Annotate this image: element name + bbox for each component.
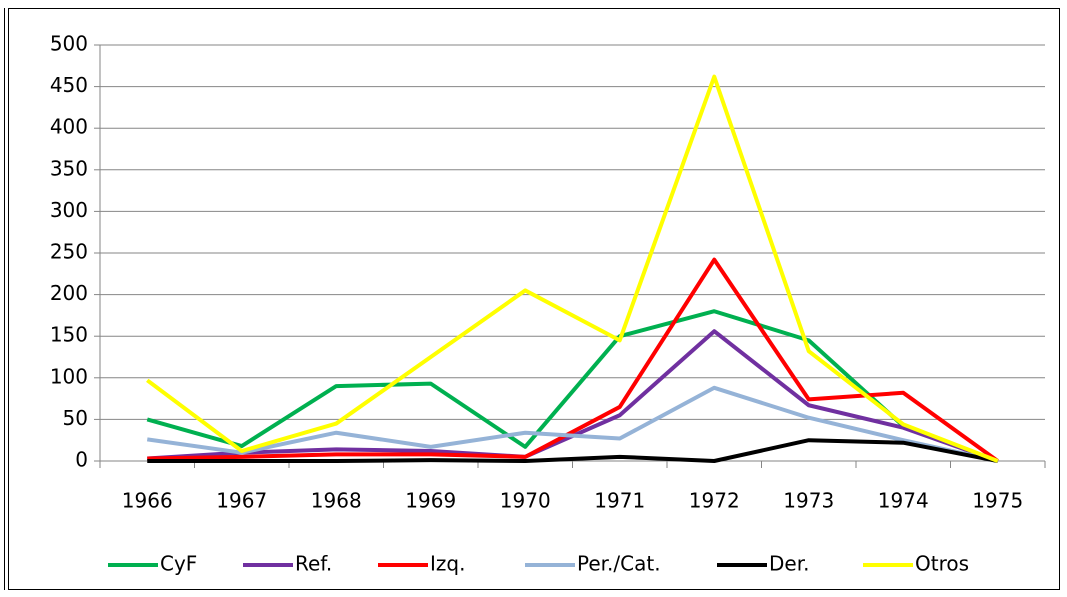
legend-label: CyF [160,552,197,576]
series-line [147,438,999,463]
x-tick-label: 1975 [972,489,1023,513]
y-tick-label: 0 [75,448,88,472]
x-tick-label: 1972 [689,489,740,513]
y-tick-label: 350 [50,156,88,180]
series-line [146,74,999,463]
series-line [146,385,999,463]
x-tick-label: 1968 [311,489,362,513]
x-tick-label: 1973 [783,489,834,513]
x-tick-label: 1967 [216,489,267,513]
x-tick-label: 1969 [405,489,456,513]
x-tick-label: 1974 [878,489,929,513]
y-tick-label: 150 [50,323,88,347]
y-tick-label: 100 [50,364,88,388]
series-line [147,257,999,463]
x-tick-label: 1971 [594,489,645,513]
legend-label: Izq. [430,552,465,576]
x-tick-label: 1966 [122,489,173,513]
y-tick-label: 250 [50,240,88,264]
chart-frame [8,8,1060,590]
legend-label: Per./Cat. [577,552,661,576]
y-tick-label: 200 [50,281,88,305]
y-tick-label: 450 [50,73,88,97]
y-tick-label: 500 [50,32,88,56]
legend-label: Ref. [295,552,332,576]
x-tick-label: 1970 [500,489,551,513]
y-tick-label: 400 [50,115,88,139]
y-tick-label: 300 [50,198,88,222]
y-tick-label: 50 [63,406,88,430]
legend-label: Otros [915,552,969,576]
legend-label: Der. [769,552,809,576]
series-line [146,309,999,463]
